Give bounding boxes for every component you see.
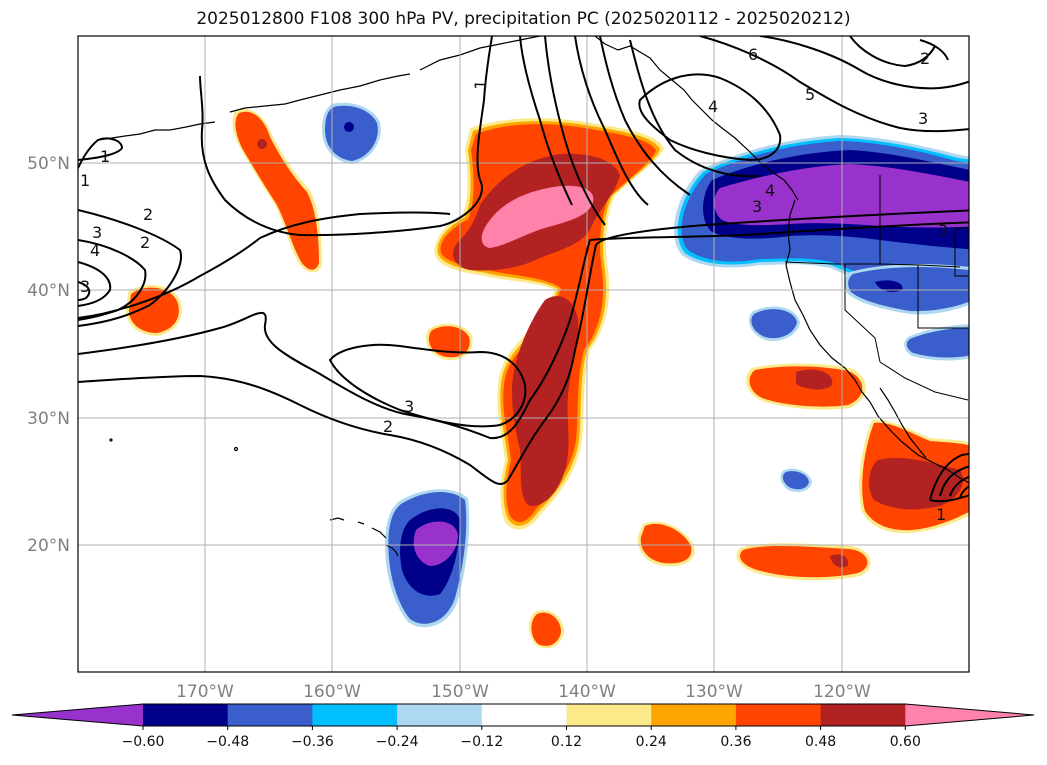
pv-contours xyxy=(78,36,969,503)
colorbar: −0.60 −0.48 −0.36 −0.24 −0.12 0.12 0.24 0.36 0.4… xyxy=(11,703,1035,750)
lon-label-170w: 170°W xyxy=(176,682,234,702)
lat-label-50n: 50°N xyxy=(27,154,70,174)
colorbar-segment xyxy=(481,704,567,726)
contour-label: 2 xyxy=(143,205,153,224)
lon-label-160w: 160°W xyxy=(303,682,361,702)
map-title: 2025012800 F108 300 hPa PV, precipitatio… xyxy=(196,9,851,29)
positive-anomaly-fills xyxy=(126,108,969,649)
contour-labels: 1 2 3 4 5 6 2 3 4 3 1 3 2 1 3 4 3 2 1 xyxy=(80,45,948,524)
map-frame xyxy=(77,35,970,673)
colorbar-segment xyxy=(651,704,737,726)
lon-label-120w: 120°W xyxy=(813,682,871,702)
contour-label: 4 xyxy=(765,181,775,200)
contour-label: 3 xyxy=(918,109,928,128)
colorbar-tick-label: 0.24 xyxy=(636,734,667,750)
contour-label: 5 xyxy=(805,85,815,104)
colorbar-tick-label: −0.24 xyxy=(376,734,419,750)
contour-label: 2 xyxy=(383,417,393,436)
colorbar-tick-label: 0.48 xyxy=(805,734,836,750)
lat-label-30n: 30°N xyxy=(27,409,70,429)
colorbar-segment xyxy=(143,704,229,726)
lat-label-20n: 20°N xyxy=(27,536,70,556)
longitude-labels: 170°W 160°W 150°W 140°W 130°W 120°W xyxy=(176,682,871,702)
colorbar-segment xyxy=(397,704,483,726)
colorbar-segment xyxy=(735,704,822,726)
contour-label: 4 xyxy=(708,97,718,116)
contour-label: 2 xyxy=(920,49,930,68)
colorbar-segment xyxy=(227,704,313,726)
contour-label: 3 xyxy=(938,221,948,240)
contour-label: 3 xyxy=(80,277,90,296)
contour-label: 1 xyxy=(100,147,110,166)
contour-label: 1 xyxy=(80,171,90,190)
contour-label: 6 xyxy=(748,45,758,64)
colorbar-tick-label: 0.36 xyxy=(720,734,751,750)
colorbar-extend-min xyxy=(12,704,143,726)
colorbar-extend-max xyxy=(905,704,1034,726)
colorbar-tick-label: 0.60 xyxy=(890,734,921,750)
contour-label: 3 xyxy=(92,223,102,242)
colorbar-tick-label: −0.60 xyxy=(122,734,165,750)
lon-label-150w: 150°W xyxy=(431,682,489,702)
colorbar-segment xyxy=(820,704,906,726)
colorbar-segment xyxy=(312,704,398,726)
contour-label: 2 xyxy=(140,233,150,252)
latitude-labels: 50°N 40°N 30°N 20°N xyxy=(27,154,70,556)
lon-label-130w: 130°W xyxy=(685,682,743,702)
contour-label: 3 xyxy=(752,197,762,216)
gridlines xyxy=(78,36,969,672)
lat-label-40n: 40°N xyxy=(27,281,70,301)
colorbar-tick-label: −0.12 xyxy=(460,734,503,750)
colorbar-segment xyxy=(566,704,652,726)
colorbar-tick-label: −0.48 xyxy=(206,734,249,750)
contour-label: 1 xyxy=(936,505,946,524)
lon-label-140w: 140°W xyxy=(558,682,616,702)
contour-label: 4 xyxy=(90,241,100,260)
colorbar-tick-label: 0.12 xyxy=(551,734,582,750)
colorbar-tick-label: −0.36 xyxy=(291,734,334,750)
main-plume-max xyxy=(481,185,594,248)
contour-label: 3 xyxy=(404,397,414,416)
map-area: 1 2 3 4 5 6 2 3 4 3 1 3 2 1 3 4 3 2 1 xyxy=(78,36,969,672)
contour-label: 1 xyxy=(471,79,490,90)
